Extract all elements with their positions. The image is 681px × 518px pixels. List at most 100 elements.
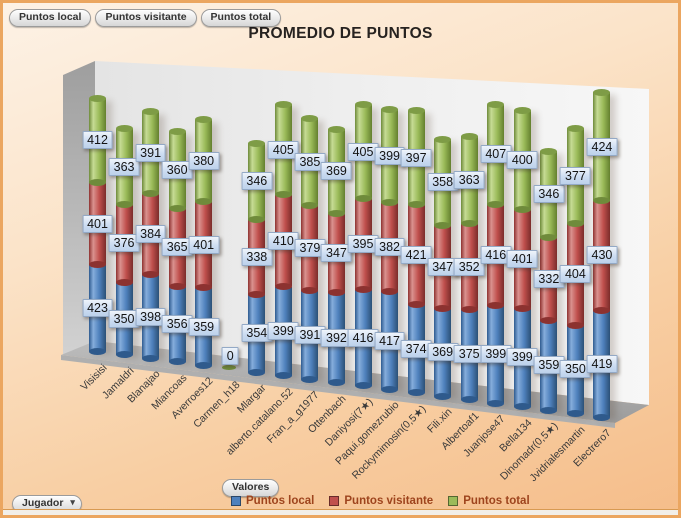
bar-column-alberto-catalano-52 bbox=[274, 100, 292, 380]
cylinder-cap bbox=[195, 116, 213, 124]
cylinder-cap bbox=[593, 197, 611, 205]
data-label: 401 bbox=[188, 235, 220, 254]
legend-label: Puntos visitante bbox=[344, 495, 434, 507]
field-button-puntos-visitante[interactable]: Puntos visitante bbox=[95, 9, 197, 27]
cylinder-cap bbox=[327, 379, 345, 387]
window-bottom-strip bbox=[3, 509, 678, 515]
data-label: 395 bbox=[347, 235, 379, 254]
cylinder-cap bbox=[540, 147, 558, 155]
cylinder-cap bbox=[407, 300, 425, 308]
data-label: 398 bbox=[135, 307, 167, 326]
cylinder-cap bbox=[327, 289, 345, 297]
data-label: 407 bbox=[480, 145, 512, 164]
cylinder-cap bbox=[115, 278, 133, 286]
legend-label: Puntos total bbox=[463, 495, 530, 507]
data-label: 419 bbox=[586, 354, 618, 373]
cylinder-cap bbox=[327, 210, 345, 218]
player-field-button[interactable]: Jugador ▾ bbox=[12, 495, 82, 513]
data-label: 401 bbox=[82, 214, 113, 233]
data-label: 377 bbox=[559, 166, 591, 185]
field-button-puntos-local[interactable]: Puntos local bbox=[9, 9, 92, 27]
cylinder-cap bbox=[248, 139, 266, 147]
legend-item-puntos-local: Puntos local bbox=[231, 495, 314, 507]
field-buttons-row: Puntos local Puntos visitante Puntos total bbox=[9, 9, 282, 27]
cylinder-cap bbox=[434, 392, 452, 400]
data-label: 363 bbox=[453, 171, 485, 190]
cylinder-cap bbox=[327, 125, 345, 133]
data-label: 392 bbox=[321, 328, 352, 347]
cylinder-cap bbox=[248, 215, 266, 223]
data-label: 369 bbox=[427, 343, 459, 362]
legend-swatch-puntos-visitante bbox=[329, 496, 340, 506]
data-label: 430 bbox=[586, 246, 618, 265]
cylinder-cap bbox=[248, 290, 266, 298]
cylinder-cap bbox=[301, 287, 319, 295]
data-label: 424 bbox=[586, 137, 618, 156]
cylinder-cap bbox=[381, 385, 399, 393]
cylinder-cap bbox=[513, 304, 531, 312]
cylinder-cap bbox=[89, 179, 106, 187]
data-label: 391 bbox=[294, 325, 326, 344]
data-label: 332 bbox=[533, 270, 565, 289]
cylinder-cap bbox=[407, 389, 425, 397]
cylinder-cap bbox=[142, 271, 160, 279]
cylinder-cap bbox=[115, 351, 133, 359]
data-label: 401 bbox=[506, 249, 538, 268]
data-label: 382 bbox=[374, 238, 405, 257]
data-label: 399 bbox=[506, 348, 538, 367]
data-label: 404 bbox=[559, 265, 591, 284]
field-button-puntos-total[interactable]: Puntos total bbox=[200, 9, 282, 27]
cylinder-cap bbox=[195, 361, 213, 369]
cylinder-cap bbox=[274, 191, 292, 199]
cylinder-cap bbox=[274, 372, 292, 380]
cylinder-cap bbox=[593, 88, 611, 96]
data-label: 365 bbox=[161, 238, 193, 257]
data-label: 410 bbox=[267, 231, 299, 250]
zero-bar-cap bbox=[221, 364, 236, 370]
legend-swatch-puntos-local bbox=[231, 496, 241, 506]
cylinder-cap bbox=[381, 199, 399, 207]
cylinder-cap bbox=[115, 200, 133, 208]
data-label: 405 bbox=[347, 142, 379, 161]
floor-front-edge bbox=[61, 355, 615, 428]
cylinder-cap bbox=[168, 204, 186, 212]
cylinder-cap bbox=[540, 316, 558, 324]
values-field-button[interactable]: Valores bbox=[222, 479, 280, 497]
cylinder-cap bbox=[195, 197, 213, 205]
cylinder-cap bbox=[487, 302, 505, 310]
data-label: 421 bbox=[400, 245, 432, 264]
cylinder-cap bbox=[540, 234, 558, 242]
cylinder-cap bbox=[142, 108, 160, 116]
data-label: 350 bbox=[559, 360, 591, 379]
cylinder-cap bbox=[354, 101, 372, 109]
player-field-label: Jugador bbox=[22, 497, 64, 509]
legend-item-puntos-total: Puntos total bbox=[448, 495, 530, 507]
data-label: 360 bbox=[161, 161, 193, 180]
data-label: 350 bbox=[108, 309, 140, 328]
cylinder-cap bbox=[274, 100, 292, 108]
cylinder-cap bbox=[513, 106, 531, 114]
cylinder-cap bbox=[381, 288, 399, 296]
cylinder-cap bbox=[248, 368, 266, 376]
cylinder-cap bbox=[460, 305, 478, 313]
chart-legend: Puntos local Puntos visitante Puntos total bbox=[231, 495, 530, 507]
data-label: 374 bbox=[400, 339, 432, 358]
data-label: 416 bbox=[347, 328, 379, 347]
data-label: 391 bbox=[135, 143, 167, 162]
cylinder-cap bbox=[168, 128, 186, 136]
legend-label: Puntos local bbox=[246, 495, 315, 507]
data-label: 356 bbox=[161, 314, 193, 333]
cylinder-cap bbox=[354, 382, 372, 390]
cylinder-cap bbox=[301, 375, 319, 383]
data-label: 359 bbox=[533, 356, 565, 375]
data-label: 352 bbox=[453, 257, 485, 276]
cylinder-cap bbox=[354, 286, 372, 294]
cylinder-cap bbox=[89, 261, 106, 269]
data-label: 359 bbox=[188, 317, 220, 336]
cylinder-cap bbox=[407, 107, 425, 115]
cylinder-cap bbox=[487, 101, 505, 109]
cylinder-cap bbox=[89, 94, 106, 102]
chart-title: PROMEDIO DE PUNTOS bbox=[248, 25, 433, 42]
data-label: 412 bbox=[82, 131, 113, 150]
